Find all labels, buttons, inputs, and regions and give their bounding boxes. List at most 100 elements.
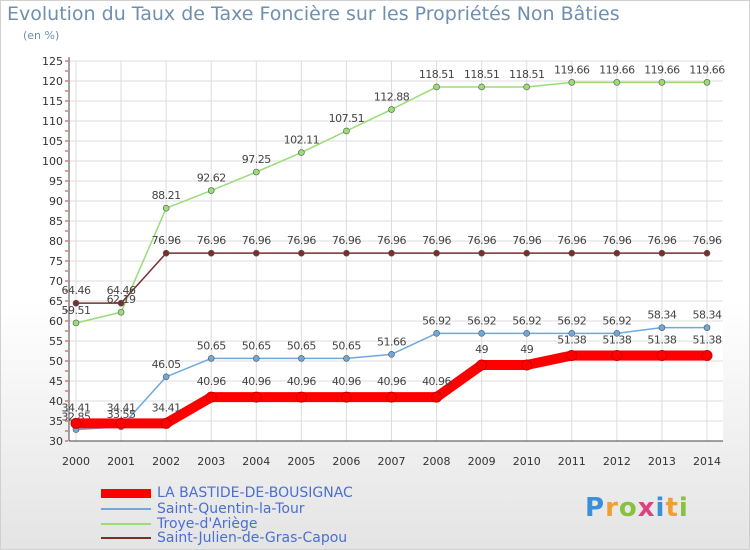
data-point-saint-julien [207,249,215,257]
data-point-la-bastide [205,391,217,403]
data-label-saint-quentin: 56.92 [422,314,451,327]
x-tick-label: 2007 [378,455,406,468]
x-tick-label: 2014 [693,455,721,468]
x-tick-label: 2004 [242,455,270,468]
data-point-saint-julien [298,249,305,257]
data-label-saint-julien: 76.96 [332,234,361,247]
data-label-troye: 112.88 [374,90,410,103]
data-label-saint-quentin: 56.92 [467,314,496,327]
y-tick-label: 45 [49,375,63,388]
logo-letter: i [655,493,666,523]
x-tick-label: 2008 [423,455,451,468]
data-point-troye [117,308,125,316]
data-label-saint-quentin: 58.34 [693,309,722,322]
legend-item-saint-julien: Saint-Julien-de-Gras-Capou [101,530,347,546]
data-point-saint-julien [703,249,711,257]
legend-swatch-saint-julien [101,537,151,539]
y-tick-label: 120 [42,75,63,88]
y-tick-label: 40 [49,395,63,408]
data-label-saint-quentin: 56.92 [512,314,541,327]
data-point-saint-julien [388,249,395,257]
data-label-la-bastide: 49 [475,343,488,356]
y-tick-label: 35 [49,415,63,428]
data-label-la-bastide: 51.38 [647,333,676,346]
legend-item-troye: Troye-d'Ariège [101,516,258,532]
data-label-la-bastide: 49 [520,343,533,356]
data-label-saint-quentin: 50.65 [287,339,316,352]
data-label-troye: 97.25 [242,153,271,166]
data-label-la-bastide: 34.41 [62,401,91,414]
data-point-la-bastide [521,359,533,371]
data-label-saint-quentin: 58.34 [647,309,676,322]
data-label-la-bastide: 34.41 [107,401,136,414]
data-label-saint-julien: 64.46 [107,284,136,297]
y-tick-label: 70 [49,275,63,288]
proxiti-logo: Proxiti [585,493,689,523]
data-point-saint-quentin [568,330,576,337]
data-label-saint-julien: 76.96 [377,234,406,247]
data-point-saint-julien [613,249,621,257]
data-point-la-bastide [70,417,82,429]
x-tick-label: 2002 [152,455,180,468]
data-label-la-bastide: 40.96 [377,375,406,388]
y-tick-label: 85 [49,215,63,228]
data-point-troye [433,83,440,91]
x-tick-label: 2010 [513,455,541,468]
data-label-saint-quentin: 56.92 [602,314,631,327]
data-label-la-bastide: 40.96 [422,375,451,388]
data-label-saint-julien: 76.96 [467,234,496,247]
data-label-troye: 59.51 [62,304,91,317]
y-tick-label: 110 [42,115,63,128]
y-tick-label: 100 [42,155,63,168]
data-label-saint-julien: 76.96 [152,234,181,247]
data-label-saint-quentin: 46.05 [152,358,181,371]
x-tick-label: 2009 [468,455,496,468]
data-point-saint-quentin [388,351,395,358]
y-unit-label: (en %) [23,29,60,42]
legend-swatch-troye [101,523,151,525]
data-point-saint-julien [343,249,350,257]
y-tick-label: 80 [49,235,63,248]
data-point-la-bastide [566,349,578,361]
y-tick-label: 115 [42,95,63,108]
data-point-saint-julien [433,249,440,257]
y-tick-label: 50 [49,355,63,368]
data-label-troye: 119.66 [644,63,680,76]
data-label-troye: 118.51 [464,68,500,81]
logo-letter: x [637,493,656,523]
data-point-troye [658,79,666,86]
data-point-troye [388,106,395,113]
y-tick-label: 125 [42,55,63,68]
data-point-troye [343,127,350,135]
data-point-la-bastide [160,417,172,429]
data-point-saint-julien [162,249,170,257]
data-label-la-bastide: 51.38 [602,333,631,346]
data-label-la-bastide: 40.96 [332,375,361,388]
legend-item-saint-quentin: Saint-Quentin-la-Tour [101,501,305,517]
x-tick-label: 2003 [197,455,225,468]
logo-letter: t [665,493,679,523]
data-point-troye [523,83,531,91]
data-point-saint-quentin [162,373,170,381]
legend-label-saint-quentin: Saint-Quentin-la-Tour [157,501,305,517]
data-point-troye [72,319,80,327]
y-tick-label: 105 [42,135,63,148]
data-label-saint-quentin: 56.92 [557,314,586,327]
logo-letter: r [605,493,619,523]
data-point-saint-julien [478,249,485,257]
data-label-troye: 107.51 [329,112,365,125]
data-label-la-bastide: 40.96 [242,375,271,388]
data-label-troye: 119.66 [689,63,725,76]
data-label-saint-quentin: 50.65 [242,339,271,352]
data-label-troye: 92.62 [197,172,226,185]
data-point-la-bastide [611,349,623,361]
data-point-la-bastide [431,391,443,403]
y-tick-label: 30 [49,435,63,448]
data-point-la-bastide [476,359,488,371]
data-label-saint-julien: 76.96 [602,234,631,247]
data-point-saint-quentin [658,324,666,331]
data-label-saint-julien: 76.96 [197,234,226,247]
data-point-troye [568,79,576,86]
data-label-saint-julien: 76.96 [647,234,676,247]
